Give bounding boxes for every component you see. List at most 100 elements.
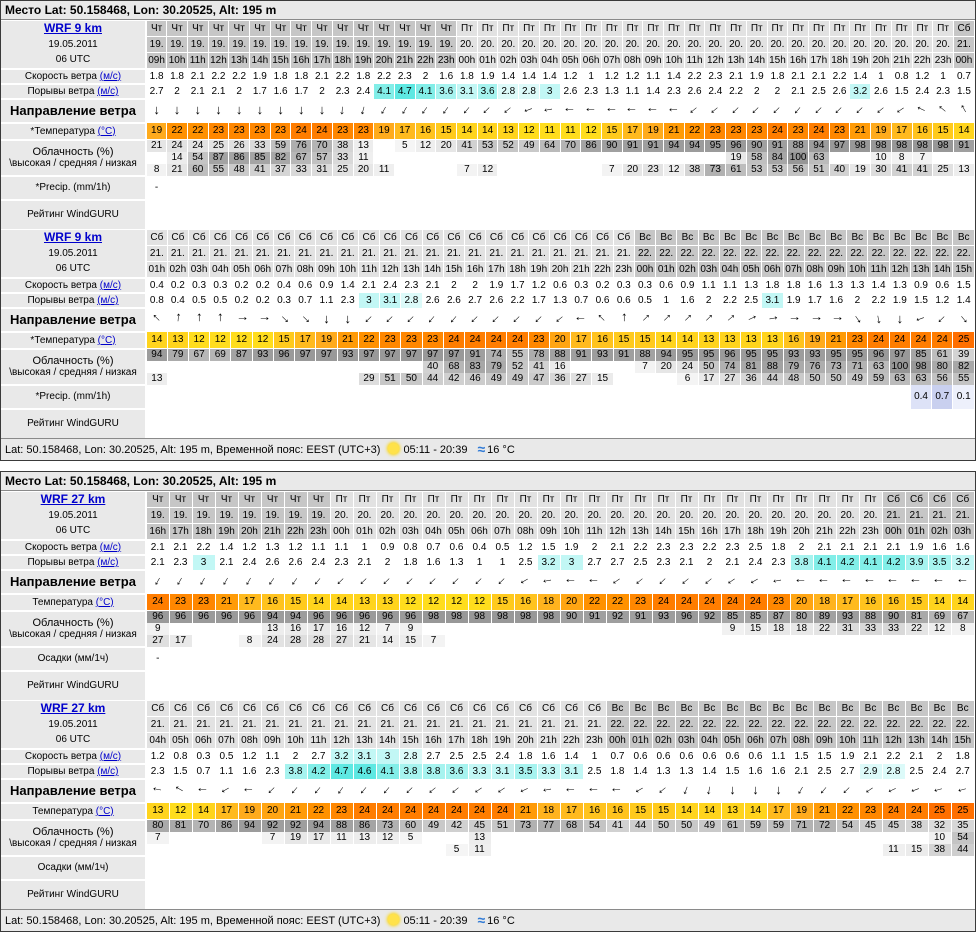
cloud-high-cell: 91 bbox=[766, 139, 789, 152]
cloud-mid-cell bbox=[591, 361, 614, 373]
wind-gust-cell: 1.7 bbox=[803, 293, 827, 308]
wind-direction-cell: ↓ bbox=[145, 308, 168, 332]
temperature-label-unit-link[interactable]: (°C) bbox=[95, 805, 114, 817]
cloud-low-cell: 15 bbox=[904, 844, 929, 856]
date-cell: 20. bbox=[421, 507, 446, 524]
cloud-high-cell: 95 bbox=[704, 139, 727, 152]
day-cell: Пт bbox=[697, 491, 722, 508]
wind-gust-cell: 2 bbox=[166, 84, 188, 99]
wind-gust-cell: 3 bbox=[357, 293, 381, 308]
cloud-low-cell bbox=[655, 373, 678, 385]
date-cell: 22. bbox=[633, 245, 657, 262]
model-link[interactable]: WRF 9 km bbox=[43, 21, 102, 35]
wind-speed-cell: 2.1 bbox=[421, 277, 444, 293]
cloud-mid-cell bbox=[315, 361, 338, 373]
day-cell: Пт bbox=[683, 20, 706, 37]
cloud-mid-cell: 16 bbox=[548, 361, 572, 373]
cloud-high-cell: 38 bbox=[904, 819, 929, 832]
temperature-cell: 23 bbox=[352, 122, 375, 140]
wind-speed-cell: 0.3 bbox=[612, 277, 635, 293]
wind-gusts-label-unit-link[interactable]: (м/с) bbox=[97, 766, 119, 777]
date-cell: 21. bbox=[513, 716, 538, 733]
hour-cell: 23h bbox=[932, 52, 954, 69]
precipitation-label: *Precip. (mm/1h) bbox=[1, 384, 147, 409]
date-cell: 21. bbox=[306, 716, 331, 733]
wind-gust-cell: 2.6 bbox=[683, 84, 706, 99]
wind-gust-cell: 2.6 bbox=[283, 555, 308, 570]
wind-direction-cell: ↓ bbox=[697, 779, 722, 803]
day-cell: Сб bbox=[260, 700, 285, 717]
cloud-low-cell: 56 bbox=[931, 373, 954, 385]
cloud-mid-cell bbox=[642, 152, 665, 164]
model-link[interactable]: WRF 27 km bbox=[40, 492, 106, 506]
hour-cell: 08h bbox=[789, 732, 814, 749]
wind-direction-cell: ↓ bbox=[145, 779, 170, 803]
day-cell: Сб bbox=[357, 229, 381, 246]
temperature-cell: 16 bbox=[260, 593, 285, 611]
wind-speed-cell: 2.3 bbox=[393, 68, 416, 84]
cloud-mid-cell bbox=[697, 832, 722, 844]
temperature-label-unit-link[interactable]: (°C) bbox=[97, 334, 116, 346]
cloud-mid-cell bbox=[674, 832, 699, 844]
wind-direction-cell: ↓ bbox=[559, 779, 584, 803]
model-link[interactable]: WRF 9 km bbox=[43, 230, 102, 244]
precip-cell bbox=[249, 176, 271, 200]
wind-gusts-label-unit-link[interactable]: (м/с) bbox=[97, 557, 119, 568]
wind-direction-arrow-icon: ↓ bbox=[839, 781, 856, 798]
cloud-low-cell: 46 bbox=[464, 373, 487, 385]
wind-speed-cell: 1.8 bbox=[782, 277, 805, 293]
day-cell: Сб bbox=[209, 229, 232, 246]
temperature-cell: 24 bbox=[931, 331, 954, 349]
date-cell: 19. bbox=[435, 36, 458, 53]
cloud-high-cell: 97 bbox=[828, 139, 851, 152]
date-cell: 20. bbox=[932, 36, 954, 53]
wind-gust-cell: 3.2 bbox=[536, 555, 561, 570]
wind-gusts-label-unit-link[interactable]: (м/с) bbox=[97, 86, 119, 97]
hour-cell: 07h bbox=[766, 732, 791, 749]
day-cell: Пт bbox=[580, 20, 602, 37]
cloud-mid-cell: 84 bbox=[766, 152, 789, 164]
wind-gust-cell: 4.1 bbox=[812, 555, 837, 570]
wind-speed-label-unit-link[interactable]: (м/с) bbox=[99, 279, 122, 291]
wind-gust-cell: 2.6 bbox=[260, 555, 285, 570]
windguru-rating-label-text: Рейтинг WindGURU bbox=[27, 680, 119, 691]
wind-speed-label-unit-link[interactable]: (м/с) bbox=[99, 541, 122, 553]
wind-gust-cell: 2.7 bbox=[582, 555, 607, 570]
cloud-mid-cell bbox=[237, 623, 262, 635]
wind-direction-arrow-icon: ↓ bbox=[471, 782, 488, 797]
day-cell: Вс bbox=[824, 229, 848, 246]
wind-direction-cell: ↓ bbox=[835, 779, 860, 803]
cloud-high-cell: 41 bbox=[456, 139, 478, 152]
cloud-mid-cell bbox=[230, 361, 253, 373]
wind-gust-cell: 4.7 bbox=[329, 764, 354, 779]
precip-cell bbox=[444, 856, 469, 880]
wind-direction-cell: ↓ bbox=[166, 308, 189, 332]
wind-gust-cell: 2.1 bbox=[789, 764, 814, 779]
hour-cell: 03h bbox=[697, 261, 720, 278]
day-cell: Сб bbox=[352, 700, 377, 717]
wind-speed-cell: 0.5 bbox=[214, 748, 239, 764]
wind-direction-cell: ↓ bbox=[812, 779, 837, 803]
hour-cell: 05h bbox=[559, 52, 582, 69]
model-link[interactable]: WRF 27 km bbox=[40, 701, 106, 715]
cloud-low-cell: 20 bbox=[352, 164, 375, 176]
cloud-high-cell: 94 bbox=[260, 610, 285, 623]
wind-speed-label-unit-link[interactable]: (м/с) bbox=[99, 750, 122, 762]
wind-speed-label-unit-link[interactable]: (м/с) bbox=[99, 70, 122, 82]
precip-cell bbox=[870, 176, 892, 200]
temperature-label-unit-link[interactable]: (°C) bbox=[97, 125, 116, 137]
cloud-low-cell bbox=[272, 373, 296, 385]
wind-gust-cell: 3.8 bbox=[789, 555, 814, 570]
wind-gust-cell: 1.1 bbox=[214, 764, 239, 779]
wind-gust-cell: 2.1 bbox=[787, 84, 809, 99]
wind-direction-cell: ↓ bbox=[628, 779, 653, 803]
wind-direction-arrow-icon: ↓ bbox=[645, 106, 661, 113]
day-cell: Чт bbox=[191, 491, 216, 508]
wind-direction-cell: ↓ bbox=[207, 99, 230, 123]
wind-speed-cell: 1.4 bbox=[867, 277, 890, 293]
wind-gust-cell: 1.8 bbox=[605, 764, 630, 779]
wind-direction-cell: ↓ bbox=[191, 570, 216, 594]
wind-gusts-label-unit-link[interactable]: (м/с) bbox=[97, 295, 119, 306]
wind-direction-arrow-icon: ↓ bbox=[459, 101, 475, 118]
temperature-label-unit-link[interactable]: (°C) bbox=[95, 596, 114, 608]
